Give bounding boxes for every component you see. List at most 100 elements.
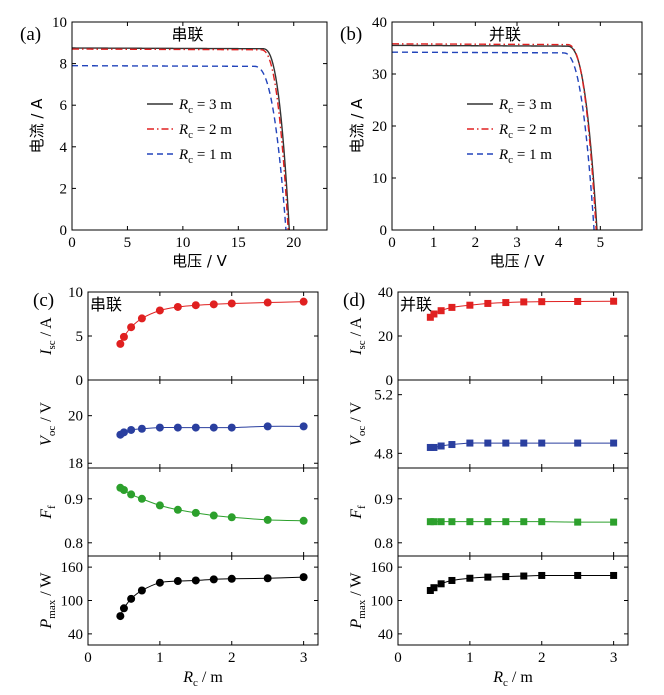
data-point	[466, 439, 474, 447]
data-point	[502, 518, 510, 526]
fit-line	[119, 576, 304, 617]
x-tick-label: 5	[597, 235, 605, 251]
y-tick-label: 5	[76, 329, 84, 345]
legend-entry: Rc = 2 m	[498, 122, 552, 141]
data-point	[520, 439, 528, 447]
y-axis-label: Ff	[38, 505, 58, 520]
y-tick-label: 10	[372, 171, 387, 187]
y-axis-label: Pmax / W	[38, 572, 58, 630]
data-point	[263, 515, 272, 524]
y-tick-label: 0	[76, 373, 84, 389]
x-tick-label: 1	[156, 650, 164, 666]
panel-label: (a)	[20, 24, 41, 45]
x-axis-label: 电压 / V	[490, 252, 546, 270]
y-tick-label: 100	[371, 594, 394, 610]
subplot-frame	[87, 467, 319, 557]
data-point	[299, 573, 308, 582]
data-point	[155, 306, 164, 315]
data-point	[119, 428, 128, 437]
data-point	[299, 297, 308, 306]
panel-label: (c)	[33, 290, 54, 311]
data-point	[263, 422, 272, 431]
y-axis-label: Ff	[348, 505, 368, 520]
y-axis-label: 电流 / A	[28, 98, 46, 154]
y-axis-label: 电流 / A	[348, 98, 366, 154]
legend-entry: Rc = 1 m	[498, 147, 552, 166]
x-tick-label: 15	[231, 235, 246, 251]
data-point	[191, 576, 200, 585]
panel-label: (d)	[343, 290, 365, 311]
data-point	[502, 573, 510, 581]
data-point	[484, 439, 492, 447]
y-tick-label: 2	[60, 181, 68, 197]
subplot-2: 4.8 5.2 Voc / V	[348, 379, 629, 469]
y-tick-label: 40	[378, 285, 393, 301]
data-point	[520, 518, 528, 526]
y-tick-label: 10	[68, 285, 83, 301]
x-tick-label: 5	[124, 235, 132, 251]
data-point	[299, 422, 308, 431]
y-tick-label: 40	[378, 627, 393, 643]
data-point	[430, 310, 438, 318]
x-tick-label: 10	[175, 235, 190, 251]
data-point	[484, 518, 492, 526]
x-tick-label: 2	[228, 650, 236, 666]
series-line-1	[71, 47, 290, 231]
data-point	[227, 513, 236, 522]
data-point	[127, 594, 136, 603]
y-tick-label: 160	[61, 560, 84, 576]
data-point	[227, 574, 236, 583]
x-tick-label: 0	[68, 235, 76, 251]
y-tick-label: 0.9	[374, 492, 393, 508]
plot-frame	[71, 21, 328, 231]
data-point	[426, 313, 434, 321]
data-point	[466, 301, 474, 309]
data-point	[466, 518, 474, 526]
data-point	[437, 442, 445, 450]
x-tick-label: 3	[610, 650, 618, 666]
data-point	[119, 332, 128, 341]
data-point	[209, 575, 218, 584]
y-tick-label: 4	[60, 140, 68, 156]
data-point	[127, 425, 136, 434]
data-point	[437, 580, 445, 588]
x-tick-label: 3	[513, 235, 521, 251]
data-point	[448, 441, 456, 449]
data-point	[538, 571, 546, 579]
series-line-3	[72, 64, 287, 231]
y-tick-label: 0	[386, 373, 394, 389]
subplot-frame	[397, 467, 629, 557]
data-point	[610, 571, 618, 579]
data-point	[610, 518, 618, 526]
y-tick-label: 10	[52, 15, 67, 31]
y-tick-label: 160	[371, 560, 394, 576]
data-point	[116, 339, 125, 348]
data-point	[520, 572, 528, 580]
data-point	[538, 518, 546, 526]
subplot-1: 0 5 10 Isc / A	[38, 285, 319, 389]
data-point	[263, 574, 272, 583]
legend-entry: Rc = 1 m	[178, 147, 232, 166]
y-tick-label: 0.8	[374, 536, 393, 552]
series-line-1	[391, 44, 598, 231]
subplot-frame	[397, 379, 629, 469]
legend-entry: Rc = 3 m	[498, 97, 552, 116]
y-tick-label: 4.8	[374, 446, 393, 462]
x-tick-label: 4	[555, 235, 563, 251]
data-point	[127, 490, 136, 499]
x-axis-label: Rc / m	[182, 669, 223, 689]
data-point	[209, 511, 218, 520]
data-point	[430, 584, 438, 592]
panel-label: (b)	[340, 24, 362, 45]
data-point	[574, 439, 582, 447]
y-tick-label: 5.2	[374, 388, 393, 404]
legend-entry: Rc = 3 m	[178, 97, 232, 116]
subplot-3: 0.8 0.9 Ff	[348, 467, 629, 557]
data-point	[299, 516, 308, 525]
data-point	[430, 443, 438, 451]
subplot-frame	[87, 555, 319, 646]
subplot-1: 0 20 40 Isc / A	[348, 285, 629, 389]
y-tick-label: 8	[60, 57, 68, 73]
y-tick-label: 0.8	[64, 536, 83, 552]
